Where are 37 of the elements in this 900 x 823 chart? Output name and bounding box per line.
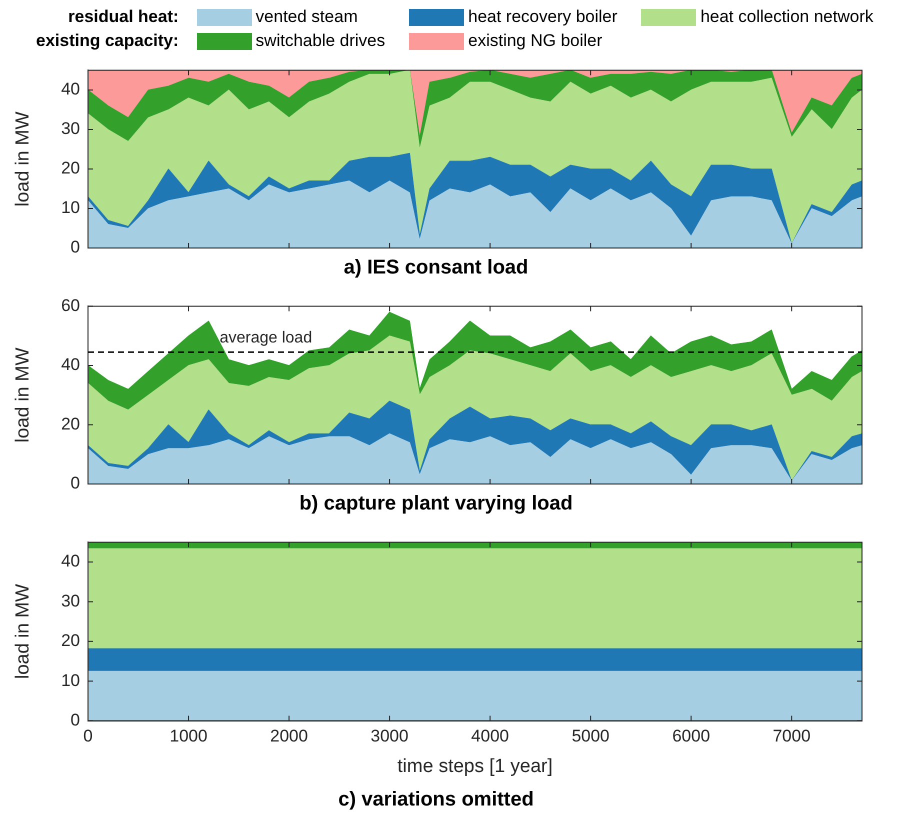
y-tick-label: 40: [61, 355, 80, 374]
x-tick-label: 6000: [672, 726, 710, 746]
y-tick-label: 0: [70, 474, 80, 493]
y-tick-label: 0: [70, 238, 80, 257]
x-tick-label: 5000: [572, 726, 610, 746]
x-axis-title: time steps [1 year]: [397, 756, 553, 777]
legend-title: residual heat:: [67, 7, 180, 27]
y-tick-label: 10: [61, 198, 80, 218]
y-tick-label: 0: [70, 710, 80, 730]
y-tick-label: 60: [61, 296, 80, 315]
y-axis-title: load in MW: [12, 348, 34, 443]
y-tick-label: 10: [61, 670, 80, 690]
y-tick-label: 30: [61, 119, 80, 138]
x-tick-label: 0: [83, 726, 93, 746]
legend-label: heat collection network: [699, 7, 874, 27]
y-axis-title: load in MW: [12, 584, 34, 680]
x-tick-label: 2000: [270, 726, 308, 746]
x-tick-label: 4000: [471, 726, 509, 746]
y-tick-label: 20: [61, 631, 80, 650]
text: a) IES consant load: [344, 256, 528, 279]
text: existing capacity:: [36, 31, 180, 51]
legend-label: heat recovery boiler: [467, 7, 618, 27]
legend-label: switchable drives: [254, 31, 386, 51]
y-tick-label: 30: [61, 591, 80, 610]
y-tick-label: 40: [61, 80, 80, 99]
text: b) capture plant varying load: [299, 492, 573, 515]
x-tick-label: 1000: [170, 726, 208, 746]
y-axis-title: load in MW: [12, 112, 34, 207]
ref-line-label: average load: [220, 330, 312, 347]
x-tick-label: 7000: [772, 726, 811, 746]
legend-label: vented steam: [254, 7, 359, 27]
x-tick-label: 3000: [370, 726, 408, 746]
legend-label: existing NG boiler: [467, 31, 604, 51]
text: c) variations omitted: [338, 788, 534, 811]
y-tick-label: 20: [61, 414, 80, 434]
y-tick-label: 40: [61, 552, 80, 571]
y-tick-label: 20: [61, 158, 80, 178]
